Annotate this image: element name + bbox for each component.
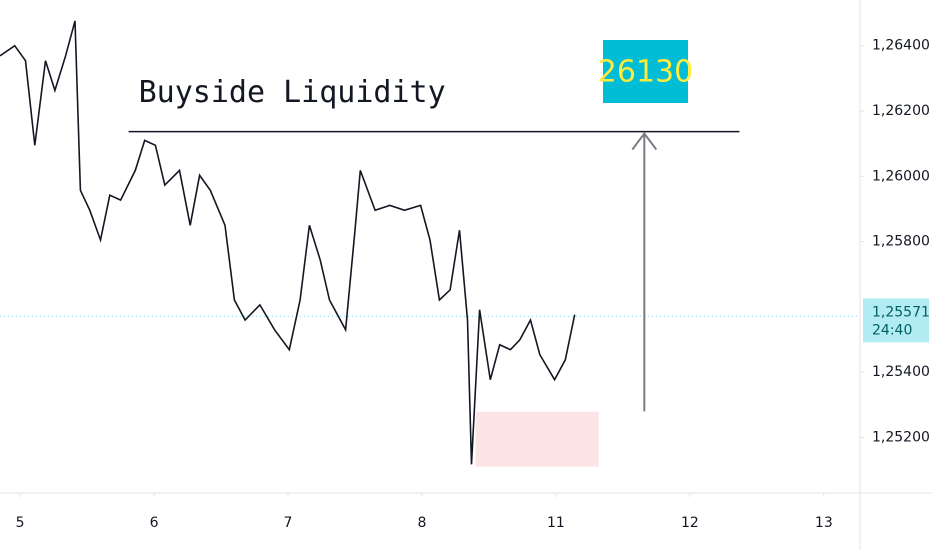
target-label: 26130 [598,55,693,90]
price-line [0,20,576,465]
x-tick-label: 6 [150,515,159,531]
y-tick-label: 1,25800 [872,234,930,250]
y-tick-label: 1,26400 [872,38,930,54]
y-tick-label: 1,25400 [872,364,930,380]
x-tick-label: 12 [681,515,699,531]
x-tick-label: 5 [16,515,25,531]
last-price-label: 1,25571 [872,304,930,320]
arrow-head [631,131,658,151]
liquidity-label: Buyside Liquidity [139,75,446,110]
x-tick-label: 11 [547,515,565,531]
countdown-label: 24:40 [872,322,912,338]
x-tick-label: 7 [284,515,293,531]
y-tick-label: 1,26200 [872,103,930,119]
last-price-tag [863,298,929,343]
y-tick-label: 1,26000 [872,168,930,184]
x-tick-label: 8 [418,515,427,531]
x-tick-label: 13 [815,515,833,531]
demand-zone [475,411,599,467]
y-tick-label: 1,25200 [872,429,930,445]
target-box [603,40,688,103]
